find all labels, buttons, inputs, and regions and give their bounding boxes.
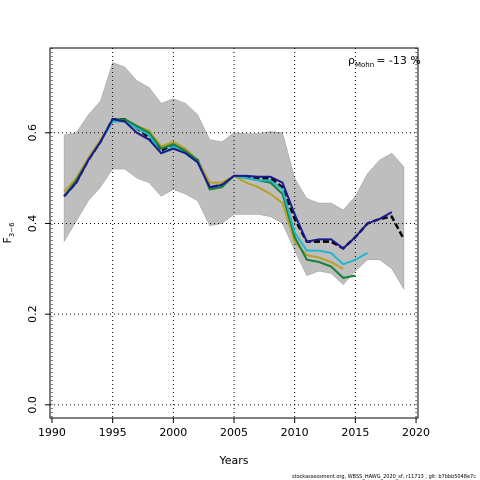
x-tick-label: 2015: [341, 426, 369, 439]
y-label-sub: 3−6: [8, 222, 16, 237]
y-tick-label: 0.4: [26, 215, 39, 233]
x-axis-label: Years: [218, 454, 248, 467]
rho-symbol: ρ: [348, 54, 355, 67]
y-tick-label: 0.6: [26, 124, 39, 142]
footer: stockassessment.org, WBSS_HAWG_2020_sf, …: [292, 474, 476, 480]
x-tick-label: 2000: [159, 426, 187, 439]
y-axis-label: F3−6: [1, 222, 16, 244]
y-tick-label: 0.2: [26, 305, 39, 323]
rho-annotation: ρMohn = -13 %: [348, 54, 421, 69]
x-tick-label: 2010: [281, 426, 309, 439]
x-tick-label: 1995: [99, 426, 127, 439]
plot-frame: [49, 47, 419, 419]
y-tick-label: 0.0: [26, 396, 39, 414]
rho-value: = -13 %: [376, 54, 421, 67]
rho-subscript: Mohn: [355, 61, 374, 69]
x-tick-label: 2005: [220, 426, 248, 439]
x-tick-label: 1990: [38, 426, 66, 439]
x-tick-label: 2020: [402, 426, 430, 439]
y-label-main: F: [1, 237, 14, 243]
series-line: [63, 118, 393, 250]
